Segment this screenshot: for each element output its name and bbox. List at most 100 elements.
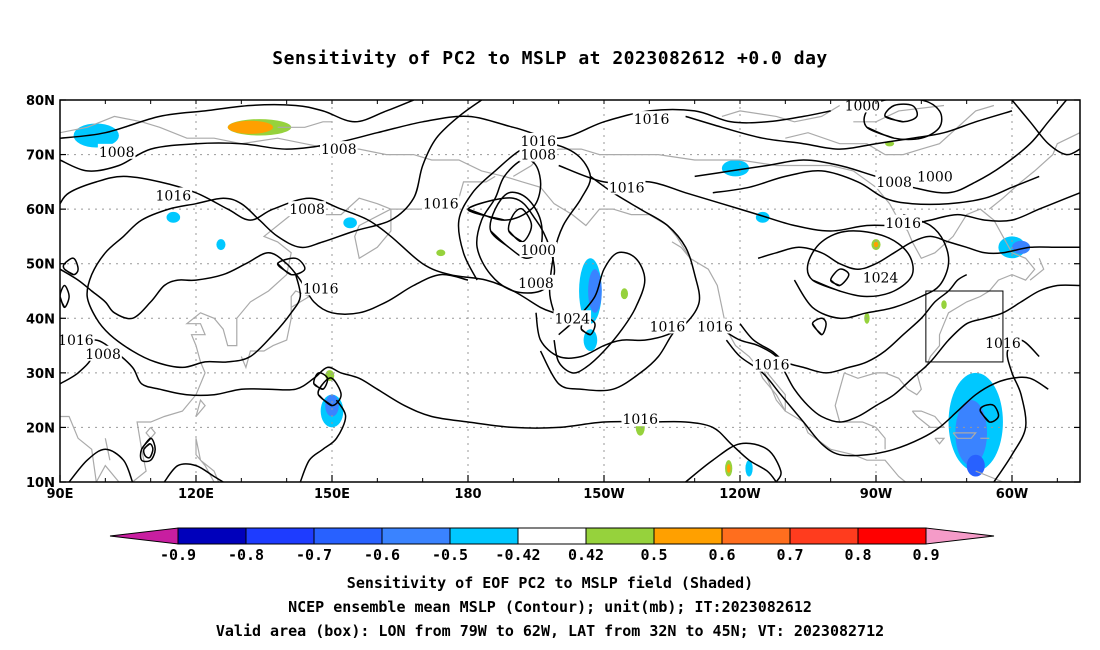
mslp-contour-line: [489, 191, 543, 260]
lat-label: 10N: [26, 476, 55, 491]
contour-label: 1016: [156, 189, 192, 205]
lat-label: 60N: [26, 203, 55, 218]
colorbar-label: -0.6: [364, 546, 400, 564]
contour-label: 1016: [754, 358, 790, 374]
colorbar-high-end: [925, 527, 995, 545]
mslp-contour-line: [139, 437, 156, 463]
contour-label-background: [301, 280, 340, 296]
contour-label-background: [752, 356, 791, 372]
mslp-contour-line: [553, 251, 646, 374]
colorbar-label: 0.7: [776, 546, 803, 564]
caption-line-2: NCEP ensemble mean MSLP (Contour); unit(…: [288, 598, 812, 616]
coastline: [195, 398, 206, 417]
mslp-contour-line: [299, 399, 347, 482]
coastline: [60, 415, 97, 482]
lon-label: 150W: [583, 487, 624, 502]
lon-label: 150E: [314, 487, 350, 502]
shading-patch: [216, 239, 226, 251]
caption-line-1: Sensitivity of EOF PC2 to MSLP field (Sh…: [346, 574, 754, 592]
lat-label: 70N: [26, 149, 55, 164]
coastline: [240, 307, 292, 370]
mslp-contour-line: [317, 377, 342, 407]
colorbar-label: -0.42: [495, 546, 540, 564]
mslp-contour-line: [558, 164, 1080, 232]
shading-patch: [436, 249, 446, 257]
contour-label-background: [916, 168, 954, 184]
colorbar-swatch: [721, 527, 791, 545]
contour-label: 1000: [520, 243, 556, 259]
coastline: [834, 372, 886, 450]
colorbar-swatch: [585, 527, 655, 545]
colorbar-label: -0.8: [228, 546, 264, 564]
lat-label: 30N: [26, 367, 55, 382]
coastline: [1029, 258, 1045, 281]
lat-label: 80N: [26, 94, 55, 109]
contour-label-background: [519, 132, 558, 148]
contour-label: 1016: [520, 134, 556, 150]
contour-label-background: [875, 173, 913, 189]
shading-patch: [583, 329, 598, 352]
coastline: [504, 175, 907, 482]
mslp-contour-line: [685, 110, 1013, 150]
colorbar-swatch: [789, 527, 859, 545]
coastline: [60, 115, 505, 177]
lat-label: 40N: [26, 312, 55, 327]
plot-frame: [59, 99, 1081, 483]
mslp-contour-line: [811, 317, 827, 336]
contour-label: 1016: [58, 333, 94, 349]
mslp-contour-line: [793, 213, 950, 320]
lon-label: 90E: [47, 487, 74, 502]
mslp-contour-line: [86, 100, 483, 369]
contour-label: 1016: [634, 112, 670, 128]
contour-label: 1016: [650, 319, 686, 335]
contour-label: 1016: [609, 180, 645, 196]
mslp-contour-line: [60, 100, 414, 139]
contour-label: 1016: [622, 412, 658, 428]
shading-patch: [873, 241, 879, 248]
lat-label: 50N: [26, 258, 55, 273]
lon-label: 60W: [996, 487, 1028, 502]
contour-label: 1016: [697, 319, 733, 335]
mslp-contours: [60, 100, 1080, 482]
contour-label-background: [422, 195, 460, 211]
shading-patch: [941, 300, 947, 310]
mslp-contour-line: [163, 463, 224, 482]
contour-label-background: [607, 179, 646, 195]
colorbar-swatch: [449, 527, 519, 545]
colorbar-label: 0.9: [912, 546, 939, 564]
coastline: [671, 241, 691, 259]
shading-patch: [73, 123, 119, 148]
mslp-contour-line: [68, 448, 134, 482]
valid-area-box: [925, 290, 1004, 363]
colorbar-label: 0.5: [640, 546, 667, 564]
contour-label-background: [648, 318, 687, 334]
contour-label: 1008: [99, 145, 135, 161]
contour-label-background: [320, 141, 358, 157]
lon-label: 120W: [719, 487, 760, 502]
lon-label: 90W: [860, 487, 892, 502]
coastline: [277, 121, 332, 128]
mslp-contour-line: [142, 443, 154, 459]
shading-patch: [620, 288, 629, 300]
shading-patch: [227, 120, 274, 134]
mslp-contour-line: [467, 158, 556, 294]
contour-label-background: [696, 318, 734, 334]
mslp-contour-line: [707, 284, 1080, 423]
contour-label: 1008: [876, 175, 912, 191]
colorbar-label: 0.6: [708, 546, 735, 564]
colorbar-label: 0.8: [844, 546, 871, 564]
colorbar-swatch: [313, 527, 383, 545]
colorbar-label: -0.7: [296, 546, 332, 564]
lon-label: 180: [454, 487, 481, 502]
shading-patch: [721, 160, 750, 177]
contour-label: 1008: [518, 276, 554, 292]
contour-label: 1024: [554, 311, 590, 327]
mslp-contour-line: [757, 235, 1080, 270]
mslp-contour-line: [806, 230, 914, 298]
coastline: [988, 132, 1080, 210]
coastline: [911, 410, 946, 428]
contour-label: 1016: [885, 216, 921, 232]
coastline: [195, 438, 220, 482]
